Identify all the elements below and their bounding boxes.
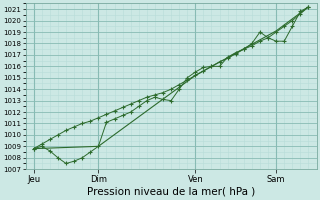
X-axis label: Pression niveau de la mer( hPa ): Pression niveau de la mer( hPa ) [87,187,255,197]
